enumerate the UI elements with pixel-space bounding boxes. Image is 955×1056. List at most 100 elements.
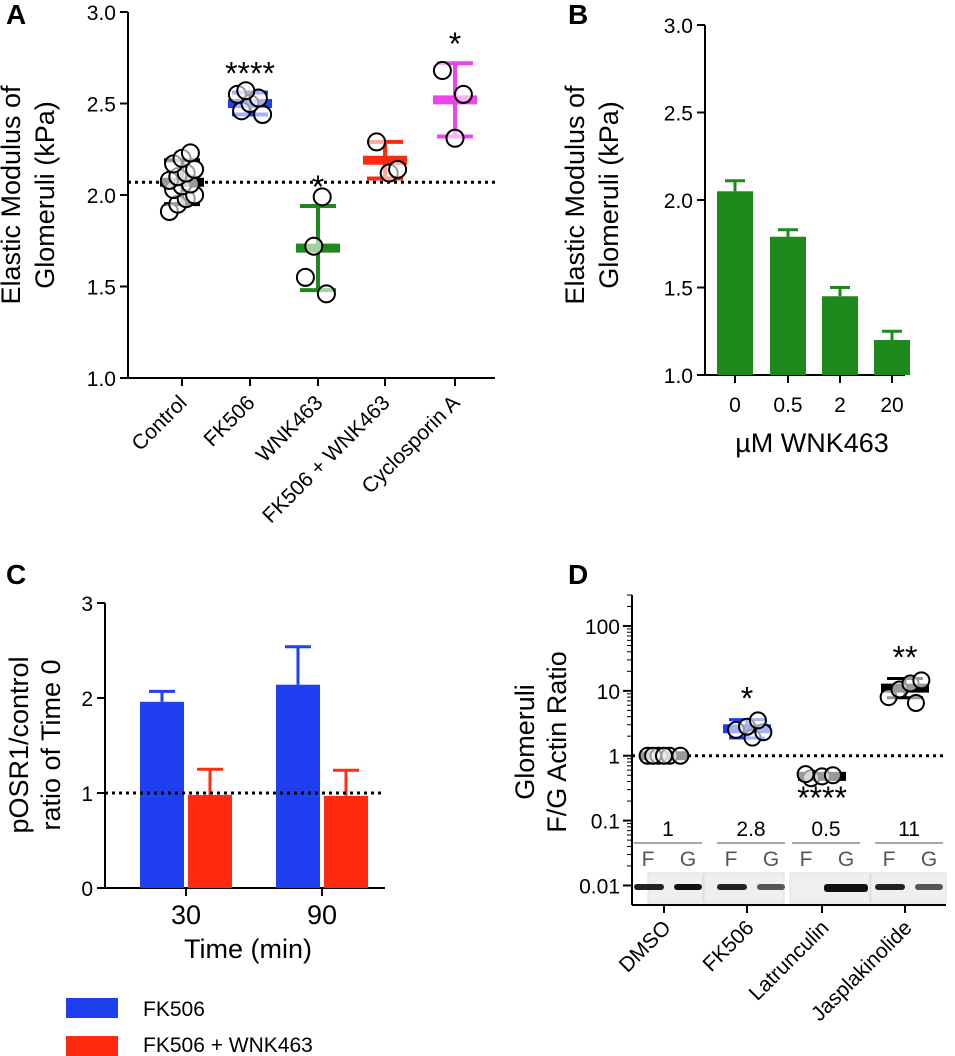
bar-0-5	[770, 236, 806, 375]
y-tick-label: 2.0	[664, 190, 693, 213]
data-point-wnk463	[316, 284, 336, 304]
y-tick-label: 0.01	[579, 875, 620, 898]
y-tick-label: 1.0	[87, 368, 116, 391]
blot-lane-f-jasplakinolide: F	[883, 848, 896, 871]
y-axis-label-line2: ratio of Time 0	[36, 659, 66, 830]
x-tick-label-control: Control	[127, 391, 191, 455]
y-axis-label-line2: Glomeruli (kPa)	[594, 101, 624, 289]
data-point-control	[180, 143, 200, 163]
y-tick-label: 0.1	[591, 811, 620, 834]
chart-b: 1.0 1.5 2.0 2.5 3.0 Elastic Modulus of Glomeru…	[560, 15, 910, 458]
legend-swatch-fk506	[66, 998, 118, 1018]
y-axis-label: pOSR1/controlratio of Time 0	[4, 656, 66, 833]
significance-jasplakinolide: **	[893, 639, 918, 675]
x-axis-label: Time (min)	[184, 934, 312, 964]
y-axis-label-line2: Glomeruli (kPa)	[30, 101, 60, 289]
chart-c: 0 1 2 3 pOSR1/controlratio of Time 0 30 90 Time…	[4, 593, 385, 964]
y-tick-label: 3	[81, 593, 93, 616]
blot-ratio-jasplakinolide: 11	[898, 818, 920, 841]
data-point-jasplakinolide	[912, 671, 931, 690]
bar-fk506-30	[140, 701, 184, 888]
blot-band-g-dmso	[674, 884, 702, 890]
bar-fk506-wnk463-90	[324, 795, 368, 888]
blot-band-g-latrunculin	[824, 884, 868, 892]
y-tick-label: 3.0	[87, 2, 116, 25]
y-axis-label: Elastic Modulus ofGlomeruli (kPa)	[0, 85, 60, 305]
data-point-fk506-wnk463	[367, 132, 387, 152]
blot-ratio-latrunculin: 0.5	[811, 818, 840, 841]
blot-ratio-fk506: 2.8	[736, 818, 765, 841]
legend-swatch-fk506-wnk463	[66, 1036, 118, 1056]
y-tick-label: 1	[608, 746, 620, 769]
legend: FK506 FK506 + WNK463	[66, 998, 313, 1056]
blot-lane-f-dmso: F	[642, 848, 655, 871]
y-tick-label: 3.0	[664, 15, 693, 38]
y-tick-label: 1.5	[87, 277, 116, 300]
data-point-jasplakinolide	[906, 693, 925, 712]
data-point-dmso	[671, 746, 690, 765]
panel-label-a: A	[6, 0, 26, 30]
bar-fk506-90	[276, 684, 320, 888]
y-tick-label: 2.0	[87, 185, 116, 208]
blot-band-f-dmso	[634, 884, 664, 890]
y-tick-label: 0	[81, 878, 93, 901]
blot-lane-f-latrunculin: F	[800, 848, 813, 871]
blot-lane-g-fk506: G	[763, 848, 779, 871]
y-tick-label: 1	[81, 783, 93, 806]
y-tick-label: 100	[585, 616, 620, 639]
y-axis-label-line1: Elastic Modulus of	[560, 85, 590, 305]
data-point-cyclosporin-a	[432, 61, 452, 81]
y-axis-label: GlomeruliF/G Actin Ratio	[510, 651, 572, 833]
panel-label-d: D	[568, 559, 588, 590]
x-tick-label-20: 20	[880, 394, 903, 417]
y-tick-label: 1.0	[664, 365, 693, 388]
x-tick-label-30: 30	[171, 900, 201, 930]
y-tick-label: 1.5	[664, 278, 693, 301]
y-tick-label: 2.5	[87, 94, 116, 117]
x-tick-label-90: 90	[307, 900, 337, 930]
y-tick-label: 2	[81, 688, 93, 711]
data-point-latrunculin	[823, 766, 842, 785]
blot-lane-g-dmso: G	[680, 848, 696, 871]
blot-lane-g-latrunculin: G	[838, 848, 854, 871]
blot-lane-g-jasplakinolide: G	[921, 848, 937, 871]
x-tick-label-dmso: DMSO	[615, 916, 676, 977]
data-point-wnk463	[312, 187, 332, 207]
data-point-fk506	[748, 711, 767, 730]
x-tick-label-fk506-wnk463: FK506 + WNK463	[258, 391, 394, 527]
data-point-fk506	[236, 81, 256, 101]
y-tick-label: 2.5	[664, 103, 693, 126]
blot-band-f-jasplakinolide	[875, 884, 905, 890]
x-tick-label-0: 0	[729, 394, 741, 417]
data-point-wnk463	[295, 267, 315, 287]
legend-label-fk506: FK506	[143, 998, 205, 1021]
data-point-wnk463	[304, 236, 324, 256]
chart-a: 1.0 1.5 2.0 2.5 3.0 Elastic Modulus ofGlomeru…	[0, 2, 495, 528]
significance-wnk463: *	[312, 169, 324, 205]
data-point-fk506-wnk463	[388, 159, 408, 179]
data-point-dmso	[655, 746, 673, 765]
bar-fk506-wnk463-30	[188, 794, 232, 888]
x-axis-label: µM WNK463	[735, 428, 889, 458]
x-tick-label-2: 2	[834, 394, 846, 417]
x-tick-label-fk506: FK506	[699, 916, 759, 976]
panel-label-b: B	[568, 0, 588, 30]
blot-band-g-fk506	[757, 884, 785, 890]
blot-band-f-fk506	[717, 884, 747, 890]
y-axis-label-line2: F/G Actin Ratio	[542, 651, 572, 833]
legend-label-fk506-wnk463: FK506 + WNK463	[143, 1034, 313, 1056]
significance-cyclosporin-a: *	[449, 26, 461, 62]
data-point-latrunculin	[796, 765, 815, 784]
x-tick-label-fk506: FK506	[200, 391, 260, 451]
blot-lane-f-fk506: F	[725, 848, 738, 871]
data-point-cyclosporin-a	[445, 128, 465, 148]
bar-20	[874, 340, 910, 375]
bar-0	[717, 191, 753, 375]
data-point-cyclosporin-a	[453, 84, 473, 104]
blot-band-g-jasplakinolide	[915, 884, 943, 890]
x-tick-label-latrunculin: Latrunculin	[745, 916, 834, 1005]
y-axis-label-line1: pOSR1/control	[4, 656, 34, 833]
